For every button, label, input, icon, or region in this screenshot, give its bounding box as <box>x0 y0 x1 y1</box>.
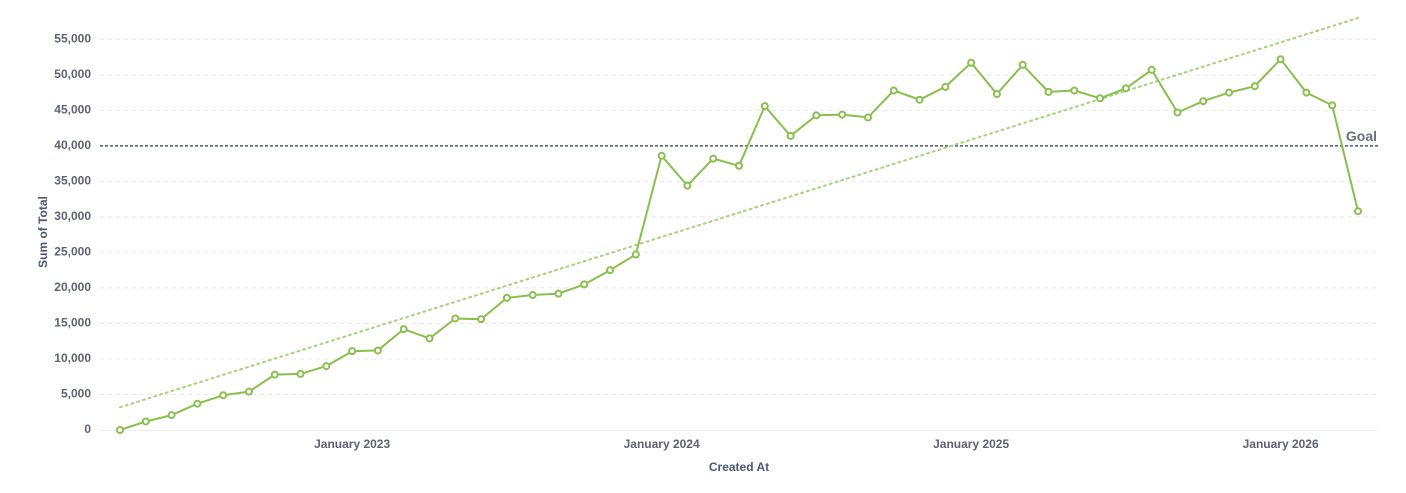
data-point[interactable] <box>399 325 408 334</box>
x-axis-label: Created At <box>709 460 769 474</box>
data-point[interactable] <box>1199 97 1208 106</box>
y-tick-label: 10,000 <box>54 351 91 365</box>
x-tick-label: January 2026 <box>1243 437 1319 451</box>
data-point[interactable] <box>915 95 924 104</box>
data-point[interactable] <box>735 161 743 170</box>
y-tick-label: 20,000 <box>54 280 91 294</box>
data-point[interactable] <box>425 334 434 343</box>
data-point[interactable] <box>683 181 692 190</box>
data-point[interactable] <box>812 111 821 120</box>
data-point[interactable] <box>992 90 1001 99</box>
data-point[interactable] <box>219 391 228 400</box>
y-tick-label: 30,000 <box>54 209 91 223</box>
data-point[interactable] <box>838 110 847 119</box>
data-point[interactable] <box>760 102 769 111</box>
data-point[interactable] <box>528 291 537 300</box>
data-point[interactable] <box>1250 82 1259 91</box>
data-point[interactable] <box>270 370 279 379</box>
goal-label: Goal <box>1346 128 1377 144</box>
y-tick-label: 0 <box>84 422 91 436</box>
data-point[interactable] <box>580 280 589 289</box>
y-axis-ticks: 0 5,000 10,000 15,000 20,000 25,000 30,000 35,0… <box>54 31 91 436</box>
data-point[interactable] <box>554 289 563 298</box>
data-point[interactable] <box>296 369 305 378</box>
data-point[interactable] <box>167 411 176 420</box>
data-point[interactable] <box>1070 86 1079 95</box>
data-point[interactable] <box>889 86 898 95</box>
data-point[interactable] <box>606 266 615 275</box>
data-point[interactable] <box>1096 94 1105 103</box>
data-point[interactable] <box>477 315 486 324</box>
data-point[interactable] <box>1276 55 1285 64</box>
data-point[interactable] <box>1018 60 1027 69</box>
data-point[interactable] <box>502 293 511 302</box>
y-tick-label: 35,000 <box>54 174 91 188</box>
data-point[interactable] <box>863 113 872 122</box>
data-point[interactable] <box>1328 101 1337 110</box>
data-point[interactable] <box>941 82 950 91</box>
data-point[interactable] <box>244 387 253 396</box>
y-axis-label: Sum of Total <box>36 196 50 268</box>
data-point[interactable] <box>451 314 460 323</box>
series-line <box>119 58 1359 431</box>
data-point[interactable] <box>322 362 331 371</box>
data-point[interactable] <box>1121 84 1130 93</box>
data-point[interactable] <box>1354 207 1362 216</box>
data-point[interactable] <box>967 58 976 67</box>
y-tick-label: 40,000 <box>54 138 91 152</box>
x-axis-ticks: January 2023 January 2024 January 2025 Janu… <box>314 437 1319 451</box>
series-layer <box>116 55 1362 434</box>
data-point[interactable] <box>141 417 150 426</box>
data-point[interactable] <box>657 151 666 160</box>
y-tick-label: 25,000 <box>54 245 91 259</box>
data-point[interactable] <box>193 399 202 408</box>
data-point[interactable] <box>1044 87 1053 96</box>
data-point[interactable] <box>1173 108 1182 117</box>
data-point[interactable] <box>116 426 124 434</box>
y-tick-label: 50,000 <box>54 67 91 81</box>
data-point[interactable] <box>631 250 640 259</box>
data-point[interactable] <box>1225 88 1234 97</box>
data-point[interactable] <box>373 346 382 355</box>
x-tick-label: January 2023 <box>314 437 390 451</box>
x-tick-label: January 2024 <box>624 437 700 451</box>
gridlines <box>100 38 1378 395</box>
y-tick-label: 5,000 <box>61 387 91 401</box>
data-point[interactable] <box>786 131 795 140</box>
y-tick-label: 55,000 <box>54 31 91 45</box>
data-point[interactable] <box>348 347 357 356</box>
data-point[interactable] <box>1147 65 1156 74</box>
data-point[interactable] <box>1302 88 1311 97</box>
y-tick-label: 15,000 <box>54 316 91 330</box>
x-tick-label: January 2025 <box>933 437 1009 451</box>
data-point[interactable] <box>709 154 718 163</box>
y-tick-label: 45,000 <box>54 103 91 117</box>
trend-line <box>119 17 1359 409</box>
